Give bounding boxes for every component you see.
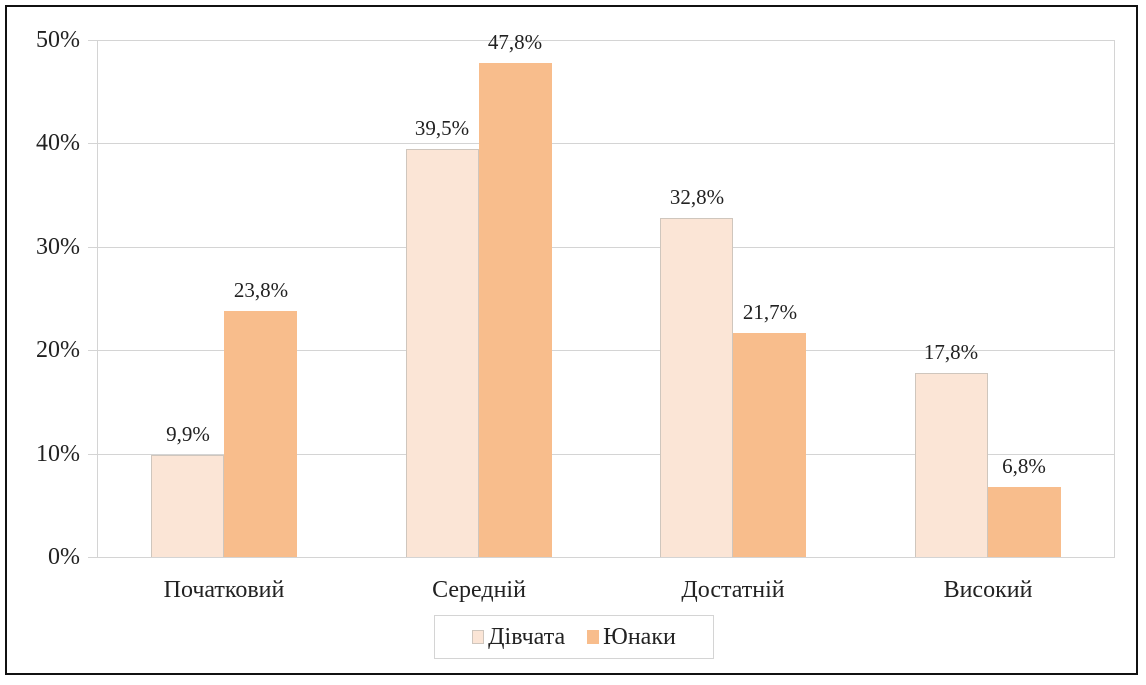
bar-divchata <box>406 149 479 557</box>
legend-swatch-icon <box>587 630 600 644</box>
legend-swatch-icon <box>472 630 485 644</box>
bar-yunaky <box>479 63 552 557</box>
y-tick-label: 0% <box>48 544 80 570</box>
bar-yunaky <box>224 311 297 557</box>
legend-label: Юнаки <box>603 623 676 650</box>
data-label: 23,8% <box>233 278 289 302</box>
gridline <box>88 454 1115 455</box>
bar-divchata <box>151 455 224 557</box>
gridline <box>88 350 1115 351</box>
plot-area <box>97 40 1115 557</box>
data-label: 32,8% <box>669 185 725 209</box>
data-label: 47,8% <box>487 30 543 54</box>
data-label: 21,7% <box>742 300 798 324</box>
legend-item: Юнаки <box>587 624 676 651</box>
gridline <box>88 40 1115 41</box>
legend: Дівчата Юнаки <box>434 615 714 659</box>
bar-yunaky <box>733 333 806 557</box>
y-tick-label: 50% <box>36 27 80 53</box>
category-label: Високий <box>943 577 1033 603</box>
y-tick-label: 40% <box>36 130 80 156</box>
data-label: 39,5% <box>414 116 470 140</box>
gridline <box>88 143 1115 144</box>
y-tick-label: 10% <box>36 441 80 467</box>
data-label: 9,9% <box>166 422 210 446</box>
legend-label: Дівчата <box>488 623 566 650</box>
category-label: Достатній <box>681 577 785 603</box>
bar-divchata <box>915 373 988 557</box>
data-label: 17,8% <box>923 340 979 364</box>
y-tick-label: 20% <box>36 337 80 363</box>
bar-yunaky <box>988 487 1061 557</box>
y-tick-label: 30% <box>36 234 80 260</box>
category-label: Початковий <box>163 577 285 603</box>
gridline <box>88 247 1115 248</box>
chart-frame <box>5 5 1138 675</box>
legend-item: Дівчата <box>472 624 565 651</box>
gridline <box>88 557 1115 558</box>
data-label: 6,8% <box>1002 454 1046 478</box>
category-label: Середній <box>432 577 526 603</box>
bar-divchata <box>660 218 733 557</box>
